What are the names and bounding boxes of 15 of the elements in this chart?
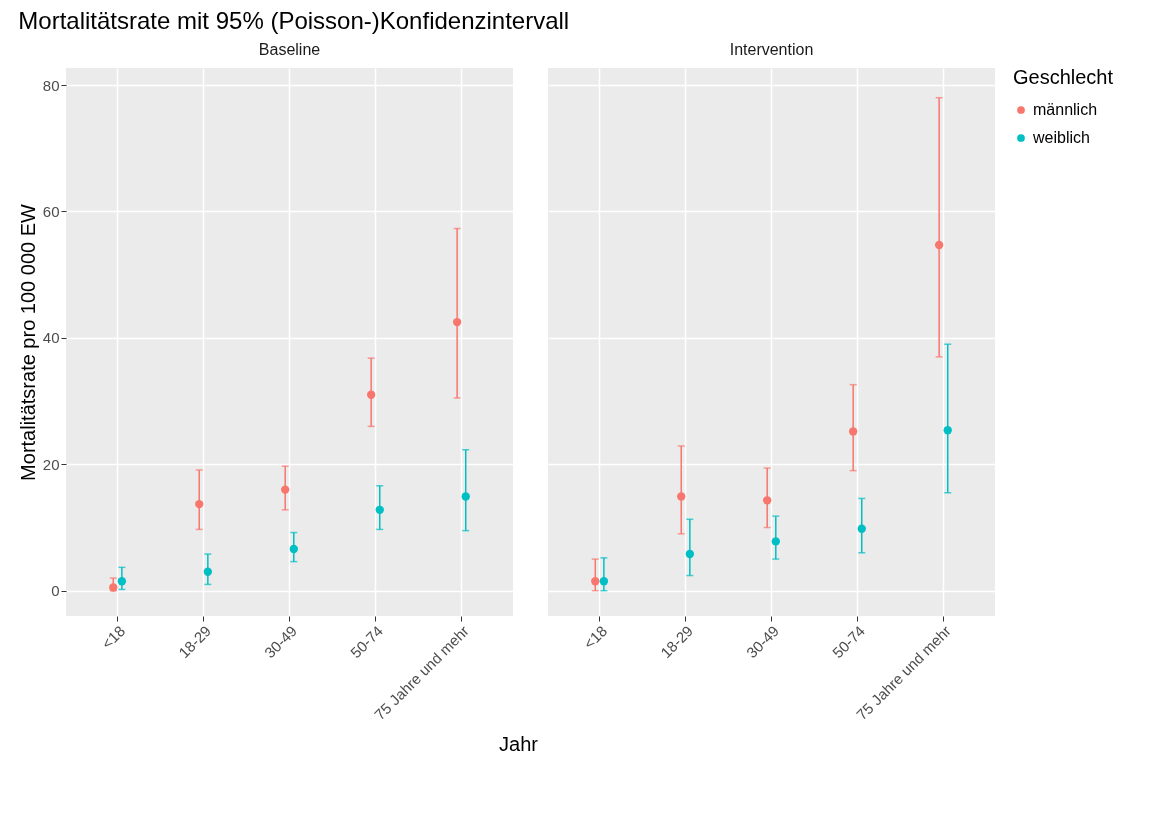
y-axis-title: Mortalitätsrate pro 100 000 EW xyxy=(16,203,39,481)
x-tick-label: <18 xyxy=(580,622,611,653)
y-tick-label: 20 xyxy=(42,455,60,473)
legend-label: männlich xyxy=(1033,101,1098,118)
chart-subtitle: Baseline xyxy=(258,41,321,58)
x-tick-label: <18 xyxy=(98,622,129,653)
chart-subtitle: Intervention xyxy=(729,41,814,58)
y-tick-label: 0 xyxy=(51,582,60,600)
chart-title: Mortalitätsrate mit 95% (Poisson-)Konfidenzintervall xyxy=(18,7,570,34)
y-tick-label: 40 xyxy=(42,329,60,347)
y-tick-label: 80 xyxy=(42,76,60,94)
y-tick-label: 60 xyxy=(42,202,60,220)
legend-title: Geschlecht xyxy=(1013,66,1114,88)
x-axis-title: Jahr xyxy=(499,733,539,756)
legend-label: weiblich xyxy=(1032,129,1090,146)
